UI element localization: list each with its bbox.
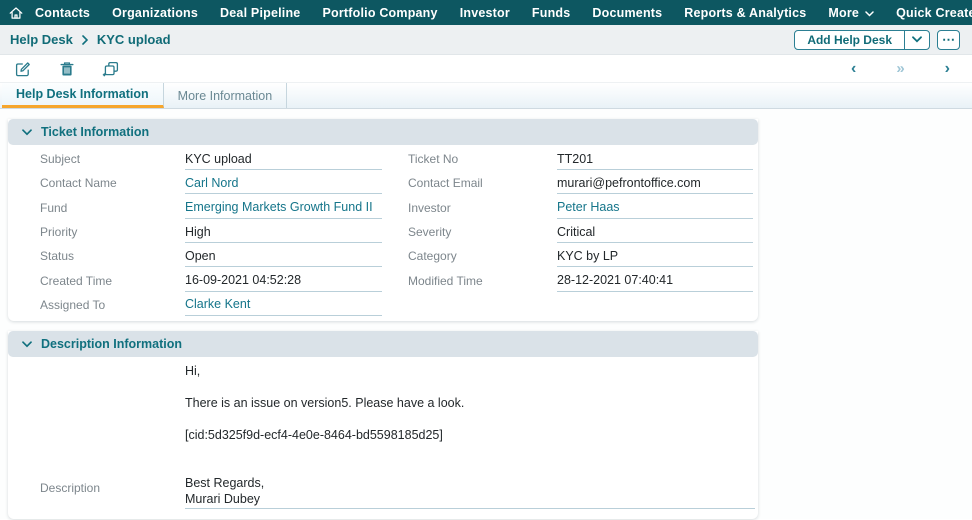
field-label: Contact Name xyxy=(40,176,117,191)
field-value: KYC upload xyxy=(185,148,382,171)
field-label: Subject xyxy=(40,152,81,167)
nav-item-investor[interactable]: Investor xyxy=(459,5,510,20)
field-label: Created Time xyxy=(40,273,113,288)
description-information-card: Description Information Description Hi, … xyxy=(8,331,758,520)
nav-item-funds[interactable]: Funds xyxy=(531,5,571,20)
field-ticket-no: Ticket No TT201 xyxy=(408,147,753,171)
top-navbar: Contacts Organizations Deal Pipeline Por… xyxy=(0,0,972,25)
tab-help-desk-information[interactable]: Help Desk Information xyxy=(2,83,164,108)
chevron-down-icon xyxy=(22,340,32,348)
section-title: Description Information xyxy=(41,337,182,352)
section-title: Ticket Information xyxy=(41,125,150,139)
add-help-desk-split-button: Add Help Desk xyxy=(794,29,930,50)
field-contact-name: Contact Name Carl Nord xyxy=(40,171,408,195)
breadcrumb-parent[interactable]: Help Desk xyxy=(10,32,73,47)
home-icon xyxy=(8,5,24,21)
record-navigation: ‹ » › xyxy=(851,59,958,77)
field-label: Severity xyxy=(408,225,452,240)
detail-tabbar: Help Desk Information More Information xyxy=(0,82,972,109)
more-options-button[interactable]: ⋯ xyxy=(937,29,960,50)
investor-link[interactable]: Peter Haas xyxy=(557,197,753,219)
nav-item-reports-analytics[interactable]: Reports & Analytics xyxy=(684,5,807,20)
chevron-right-icon xyxy=(82,35,88,45)
chevron-down-icon xyxy=(22,128,32,136)
nav-item-contacts[interactable]: Contacts xyxy=(35,5,91,20)
field-contact-email: Contact Email murari@pefrontoffice.com xyxy=(408,171,753,195)
clone-button[interactable] xyxy=(102,60,120,78)
nav-item-quick-create[interactable]: Quick Create xyxy=(885,6,972,20)
field-label: Ticket No xyxy=(408,152,459,167)
field-value: TT201 xyxy=(557,148,753,171)
field-label: Status xyxy=(40,249,75,264)
field-investor: Investor Peter Haas xyxy=(408,196,753,220)
skip-forward-button[interactable]: » xyxy=(896,60,905,77)
breadcrumb-bar: Help Desk KYC upload Add Help Desk ⋯ xyxy=(0,25,972,55)
chevron-down-icon xyxy=(912,36,922,43)
field-value: 16-09-2021 04:52:28 xyxy=(185,270,382,292)
field-priority: Priority High xyxy=(40,220,408,244)
description-text: Hi, There is an issue on version5. Pleas… xyxy=(185,363,755,510)
field-label: Investor xyxy=(408,200,451,215)
field-value: KYC by LP xyxy=(557,245,753,268)
fund-link[interactable]: Emerging Markets Growth Fund II xyxy=(185,197,382,219)
nav-item-more[interactable]: More xyxy=(817,6,885,20)
field-category: Category KYC by LP xyxy=(408,244,753,268)
edit-button[interactable] xyxy=(14,60,32,78)
previous-record-button[interactable]: ‹ xyxy=(851,59,857,77)
field-label: Description xyxy=(40,481,101,496)
nav-item-organizations[interactable]: Organizations xyxy=(112,5,199,20)
contact-name-link[interactable]: Carl Nord xyxy=(185,172,382,195)
breadcrumb-current: KYC upload xyxy=(96,32,171,47)
delete-button[interactable] xyxy=(58,60,76,78)
field-fund: Fund Emerging Markets Growth Fund II xyxy=(40,196,408,220)
nav-more-label: More xyxy=(828,5,860,20)
clone-icon xyxy=(102,60,120,78)
next-record-button[interactable]: › xyxy=(944,59,950,77)
field-label: Contact Email xyxy=(408,176,483,191)
tab-more-information[interactable]: More Information xyxy=(164,83,288,108)
field-value: 28-12-2021 07:40:41 xyxy=(557,270,753,292)
field-label: Priority xyxy=(40,225,78,240)
breadcrumb: Help Desk KYC upload xyxy=(10,32,171,47)
nav-quick-create-label: Quick Create xyxy=(896,5,972,20)
header-actions: Add Help Desk ⋯ xyxy=(794,29,962,50)
nav-item-deal-pipeline[interactable]: Deal Pipeline xyxy=(220,5,301,20)
add-help-desk-dropdown-button[interactable] xyxy=(904,30,929,49)
field-created-time: Created Time 16-09-2021 04:52:28 xyxy=(40,268,408,292)
assigned-to-link[interactable]: Clarke Kent xyxy=(185,294,382,316)
detail-content: Ticket Information Subject KYC upload Co… xyxy=(0,109,972,520)
field-label: Category xyxy=(408,249,457,264)
field-value: Open xyxy=(185,245,382,268)
field-label: Assigned To xyxy=(40,297,106,312)
field-value: Critical xyxy=(557,221,753,244)
home-nav-item[interactable] xyxy=(8,5,24,21)
edit-icon xyxy=(14,60,32,78)
description-field: Description Hi, There is an issue on ver… xyxy=(8,357,758,519)
trash-icon xyxy=(58,60,76,78)
field-status: Status Open xyxy=(40,244,408,268)
description-information-header[interactable]: Description Information xyxy=(8,331,758,358)
field-value: High xyxy=(185,221,382,244)
ticket-information-header[interactable]: Ticket Information xyxy=(8,119,758,145)
ticket-fields: Subject KYC upload Contact Name Carl Nor… xyxy=(8,145,758,321)
nav-item-portfolio-company[interactable]: Portfolio Company xyxy=(322,5,438,20)
field-assigned-to: Assigned To Clarke Kent xyxy=(40,293,408,317)
add-help-desk-button[interactable]: Add Help Desk xyxy=(807,32,892,47)
ticket-information-card: Ticket Information Subject KYC upload Co… xyxy=(8,119,758,322)
chevron-down-icon xyxy=(865,10,874,17)
nav-item-documents[interactable]: Documents xyxy=(592,5,663,20)
field-severity: Severity Critical xyxy=(408,220,753,244)
field-label: Modified Time xyxy=(408,273,483,288)
field-value: murari@pefrontoffice.com xyxy=(557,172,753,195)
field-label: Fund xyxy=(40,200,68,215)
record-toolbar: ‹ » › xyxy=(0,55,972,82)
field-modified-time: Modified Time 28-12-2021 07:40:41 xyxy=(408,268,753,292)
field-subject: Subject KYC upload xyxy=(40,147,408,171)
